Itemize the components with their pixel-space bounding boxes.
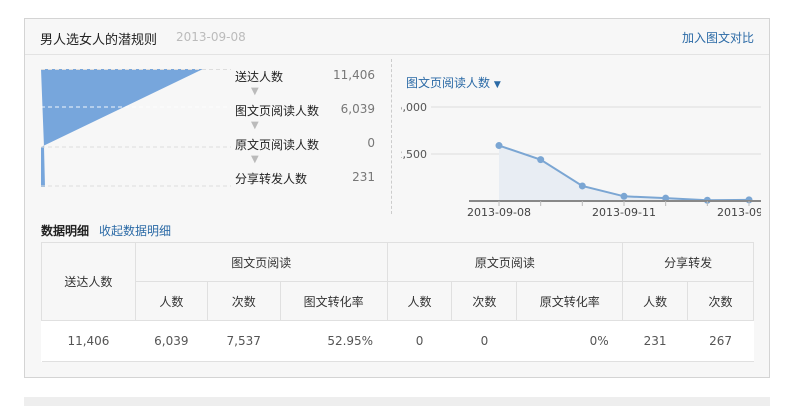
funnel-value-shares: 231: [352, 170, 375, 184]
funnel-label-original-read: 原文页阅读人数: [235, 138, 320, 152]
data-point: [578, 182, 586, 190]
col-group-original-read: 原文页阅读: [386, 242, 624, 282]
funnel-label-delivered: 送达人数: [235, 70, 284, 84]
arrow-down-icon: ▼: [251, 120, 259, 131]
funnel-value-original-read: 0: [367, 136, 375, 150]
divider: [391, 59, 392, 214]
col-group-share: 分享转发: [622, 242, 754, 282]
collapse-detail-link[interactable]: 收起数据明细: [99, 224, 172, 238]
next-panel-edge: [24, 397, 770, 406]
cell: 6,039: [135, 320, 208, 362]
cell: 0: [451, 320, 517, 362]
col-header: 人数: [134, 281, 208, 321]
cell: 0%: [516, 320, 623, 362]
funnel-value-page-read: 6,039: [340, 102, 375, 116]
trend-chart: 5,000 2,500 2013-09-08 2013-09-11 2013-09-14: [401, 101, 761, 219]
add-compare-link[interactable]: 加入图文对比: [681, 31, 754, 45]
funnel-tail: [41, 147, 45, 187]
cell: 267: [687, 320, 754, 362]
cell: 7,537: [207, 320, 281, 362]
x-tick-label: 2013-09-14: [717, 206, 761, 219]
article-stats-panel: 男人选女人的潜规则 2013-09-08 加入图文对比 送达人数 11,406 …: [24, 18, 770, 378]
col-group-page-read: 图文页阅读: [134, 242, 388, 282]
col-header: 原文转化率: [516, 281, 624, 321]
article-title: 男人选女人的潜规则: [40, 33, 158, 48]
table-row: 11,406 6,039 7,537 52.95% 0 0 0% 231 267: [41, 320, 754, 362]
data-point: [495, 142, 503, 150]
cell: 11,406: [41, 320, 136, 362]
x-tick-label: 2013-09-11: [592, 206, 656, 219]
data-point: [662, 194, 670, 202]
arrow-down-icon: ▼: [251, 154, 259, 165]
cell: 0: [387, 320, 452, 362]
funnel-chart: [41, 69, 231, 187]
y-tick-label: 2,500: [401, 148, 427, 161]
col-header: 人数: [386, 281, 453, 321]
col-header: 人数: [622, 281, 689, 321]
x-tick-label: 2013-09-08: [467, 206, 531, 219]
funnel-shape: [41, 69, 203, 187]
cell: 231: [622, 320, 688, 362]
col-header: 次数: [451, 281, 518, 321]
chevron-down-icon: ▼: [493, 80, 501, 90]
arrow-down-icon: ▼: [251, 86, 259, 97]
col-header: 图文转化率: [279, 281, 388, 321]
funnel-label-shares: 分享转发人数: [235, 172, 308, 186]
data-point: [537, 156, 545, 164]
panel-header: 男人选女人的潜规则 2013-09-08 加入图文对比: [25, 19, 769, 55]
article-date: 2013-09-08: [176, 30, 246, 44]
detail-table: 送达人数 图文页阅读 原文页阅读 分享转发 人数 次数 图文转化率 人数 次数 …: [41, 242, 754, 362]
detail-title: 数据明细: [41, 224, 90, 238]
data-point: [620, 192, 628, 200]
col-header: 次数: [687, 281, 754, 321]
metric-select[interactable]: 图文页阅读人数 ▼: [406, 74, 501, 91]
col-delivered: 送达人数: [41, 242, 136, 321]
metric-select-label: 图文页阅读人数: [406, 76, 491, 90]
col-header: 次数: [206, 281, 281, 321]
cell: 52.95%: [280, 320, 388, 362]
funnel-value-delivered: 11,406: [333, 68, 375, 82]
y-tick-label: 5,000: [401, 101, 427, 114]
area-fill: [499, 145, 749, 201]
funnel-label-page-read: 图文页阅读人数: [235, 104, 320, 118]
